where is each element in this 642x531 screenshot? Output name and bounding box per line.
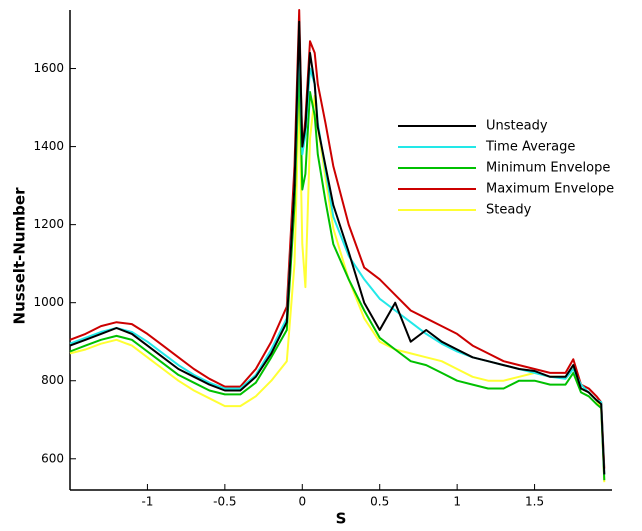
legend-label: Steady: [486, 203, 532, 218]
y-tick-label: 800: [41, 373, 64, 387]
x-tick-label: 0: [298, 495, 306, 509]
y-tick-label: 1400: [33, 139, 64, 153]
series-line: [69, 9, 606, 469]
legend-label: Maximum Envelope: [486, 182, 614, 197]
x-axis-title: S: [336, 510, 347, 528]
x-tick-label: -0.5: [213, 495, 236, 509]
y-tick-label: 1600: [33, 61, 64, 75]
series-line: [69, 36, 606, 475]
y-tick-label: 1200: [33, 217, 64, 231]
legend-label: Unsteady: [486, 119, 548, 134]
y-axis-title: Nusselt-Number: [11, 187, 29, 325]
x-tick-label: -1: [141, 495, 153, 509]
series-line: [69, 20, 606, 475]
series-line: [69, 59, 606, 481]
legend-label: Minimum Envelope: [486, 161, 610, 176]
y-tick-label: 1000: [33, 295, 64, 309]
y-tick-label: 600: [41, 451, 64, 465]
legend-label: Time Average: [485, 140, 575, 155]
x-tick-label: 0.5: [370, 495, 389, 509]
x-tick-label: 1: [453, 495, 461, 509]
x-tick-label: 1.5: [525, 495, 544, 509]
